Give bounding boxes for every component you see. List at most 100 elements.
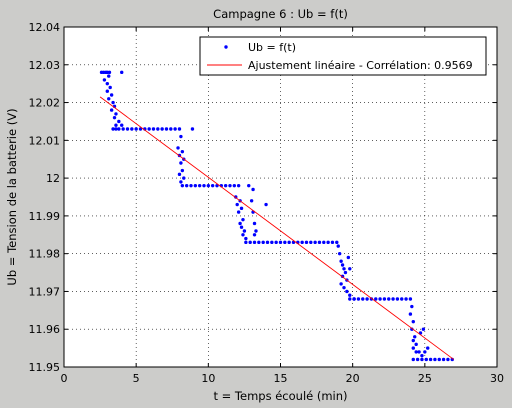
- x-tick-label: 10: [201, 372, 215, 385]
- data-point: [177, 127, 182, 131]
- data-point: [239, 206, 244, 211]
- data-point: [239, 225, 244, 229]
- y-tick-label: 11.99: [29, 210, 61, 223]
- data-point: [342, 267, 346, 271]
- y-tick-label: 11.96: [29, 323, 61, 336]
- data-point: [156, 127, 160, 131]
- y-tick-label: 12.01: [29, 134, 61, 147]
- data-point: [415, 357, 420, 362]
- data-point: [346, 255, 351, 260]
- data-point: [252, 240, 257, 245]
- chart-title: Campagne 6 : Ub = f(t): [213, 7, 348, 21]
- legend-entry-fit: Ajustement linéaire - Corrélation: 0.956…: [248, 59, 473, 72]
- x-tick-label: 25: [418, 372, 432, 385]
- data-point: [114, 112, 118, 116]
- data-point: [446, 357, 450, 362]
- data-point: [304, 240, 309, 245]
- data-point: [102, 78, 107, 82]
- data-point: [247, 183, 251, 188]
- data-point: [210, 183, 215, 188]
- fit-line: [99, 96, 454, 360]
- legend: Ub = f(t) Ajustement linéaire - Corrélat…: [199, 36, 487, 76]
- data-point: [242, 229, 247, 233]
- data-point: [261, 240, 265, 245]
- data-point: [408, 312, 413, 316]
- data-point: [120, 70, 124, 75]
- data-point: [411, 346, 415, 350]
- data-point: [190, 127, 195, 131]
- data-point: [391, 297, 395, 301]
- data-point: [125, 127, 130, 131]
- data-point: [426, 346, 430, 350]
- data-point: [413, 335, 417, 339]
- data-point: [179, 180, 183, 184]
- data-point: [160, 127, 164, 131]
- data-point: [322, 240, 326, 245]
- data-point: [111, 127, 115, 131]
- data-point: [374, 297, 378, 301]
- data-point: [414, 350, 418, 354]
- data-point: [130, 127, 134, 131]
- data-point: [342, 285, 346, 290]
- data-point: [257, 240, 261, 245]
- y-tick-label: 12.04: [29, 21, 61, 34]
- data-point: [326, 240, 330, 245]
- data-point: [400, 297, 404, 301]
- data-point: [151, 127, 156, 131]
- data-point: [365, 297, 369, 301]
- data-point: [202, 183, 206, 188]
- data-point: [114, 127, 118, 131]
- data-point: [223, 183, 228, 188]
- x-tick-label: 30: [490, 372, 504, 385]
- data-point: [411, 357, 415, 362]
- data-point: [244, 236, 248, 241]
- data-point: [339, 259, 343, 263]
- y-tick-label: 11.98: [29, 248, 61, 261]
- x-tick-label: 20: [346, 372, 360, 385]
- data-point: [410, 327, 414, 331]
- data-point: [107, 97, 111, 101]
- data-point: [395, 297, 400, 301]
- data-point: [252, 233, 257, 237]
- y-tick-label: 11.97: [29, 285, 61, 298]
- data-point: [164, 127, 169, 131]
- data-point: [330, 240, 335, 245]
- y-tick-label: 11.95: [29, 361, 61, 374]
- data-point: [411, 338, 415, 343]
- data-point: [241, 217, 245, 222]
- data-point: [134, 127, 138, 131]
- data-point: [249, 199, 254, 203]
- data-point: [241, 233, 245, 237]
- data-point: [107, 70, 112, 75]
- data-point: [287, 240, 291, 245]
- data-point: [410, 304, 414, 309]
- data-point: [424, 357, 428, 362]
- data-point: [117, 119, 121, 124]
- data-point: [107, 74, 111, 78]
- data-point: [345, 289, 349, 294]
- data-point: [270, 240, 274, 245]
- data-point: [408, 297, 413, 301]
- data-point: [411, 319, 415, 324]
- data-point: [238, 221, 242, 226]
- data-point: [437, 357, 441, 362]
- data-point: [180, 149, 185, 154]
- data-point: [404, 297, 408, 301]
- axis-ticks: 0 5 10 15 20 25 30 11.95 11.96 11.97 11.98 11.99 12 1…: [29, 21, 505, 385]
- data-point: [309, 240, 313, 245]
- data-point: [117, 127, 121, 131]
- data-point: [278, 240, 283, 245]
- data-point: [179, 134, 183, 139]
- data-point: [114, 123, 118, 127]
- data-point: [352, 297, 356, 301]
- data-point: [251, 187, 255, 192]
- data-point: [244, 240, 248, 245]
- data-point: [317, 240, 322, 245]
- data-point: [228, 183, 232, 188]
- x-tick-label: 5: [133, 372, 140, 385]
- data-point: [121, 127, 125, 131]
- data-point: [109, 93, 114, 97]
- data-point: [105, 89, 110, 93]
- legend-entry-scatter: Ub = f(t): [248, 41, 296, 54]
